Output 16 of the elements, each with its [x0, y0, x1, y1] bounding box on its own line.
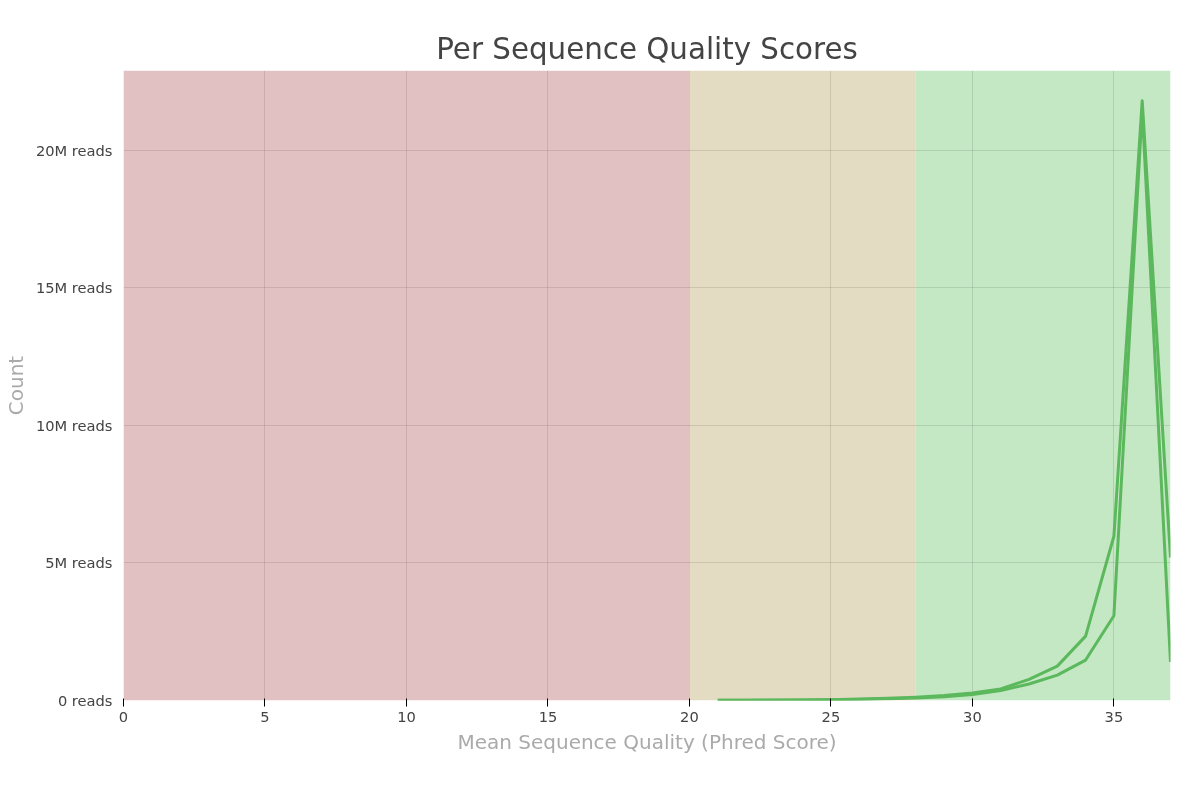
y-tick-label: 20M reads: [35, 141, 113, 159]
x-tick-label: 0: [118, 707, 129, 725]
y-tick-label: 0 reads: [57, 692, 113, 709]
y-axis-title: Count: [3, 355, 28, 416]
y-tick-label: 15M reads: [35, 279, 113, 297]
x-axis-title: Mean Sequence Quality (Phred Score): [457, 729, 837, 754]
x-tick-label: 15: [538, 707, 558, 725]
x-tick-label: 25: [821, 707, 841, 725]
x-tick-label: 10: [397, 707, 416, 725]
x-tick-label: 35: [1104, 707, 1124, 725]
y-tick-label: 10M reads: [35, 416, 113, 434]
x-tick-label: 5: [260, 707, 270, 725]
x-tick-label: 30: [963, 707, 982, 725]
x-tick-label: 20: [680, 707, 699, 725]
chart-title: Per Sequence Quality Scores: [436, 31, 858, 66]
y-tick-label: 5M reads: [45, 554, 113, 572]
